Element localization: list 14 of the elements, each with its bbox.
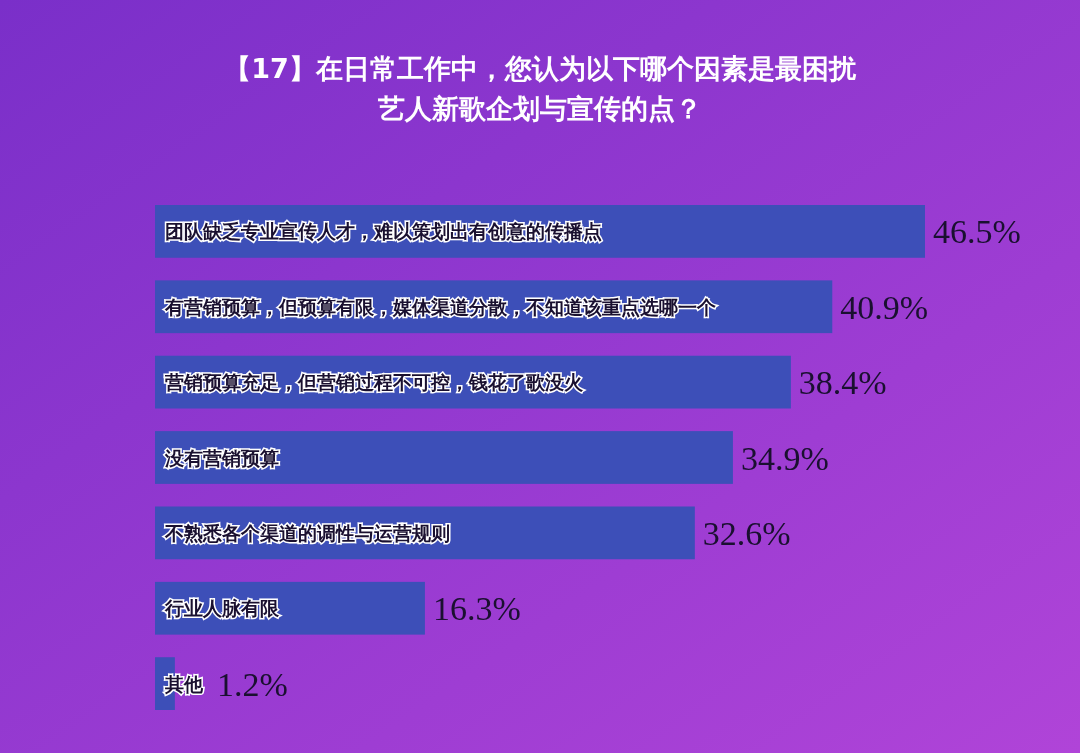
data-label: 40.9% xyxy=(840,288,929,326)
data-label: 46.5% xyxy=(933,213,1021,251)
y-tick-label: 有营销预算，但预算有限，媒体渠道分散，不知道该重点选哪一个 xyxy=(164,295,717,318)
data-label: 1.2% xyxy=(217,665,288,703)
data-label: 34.9% xyxy=(740,439,829,477)
y-tick-label: 团队缺乏专业宣传人才，难以策划出有创意的传播点 xyxy=(165,220,602,243)
chart-title: 【17】在日常工作中，您认为以下哪个因素是最困扰艺人新歌企划与宣传的点？ xyxy=(224,53,857,124)
data-label: 32.6% xyxy=(702,514,791,552)
y-tick-label: 没有营销预算 xyxy=(164,446,279,469)
data-label: 38.4% xyxy=(798,364,887,402)
y-tick-label: 不熟悉各个渠道的调性与运营规则 xyxy=(164,521,450,544)
data-label: 16.3% xyxy=(432,590,521,628)
y-tick-label: 行业人脉有限 xyxy=(164,597,280,620)
y-tick-label: 营销预算充足，但营销过程不可控，钱花了歌没火 xyxy=(164,371,584,394)
